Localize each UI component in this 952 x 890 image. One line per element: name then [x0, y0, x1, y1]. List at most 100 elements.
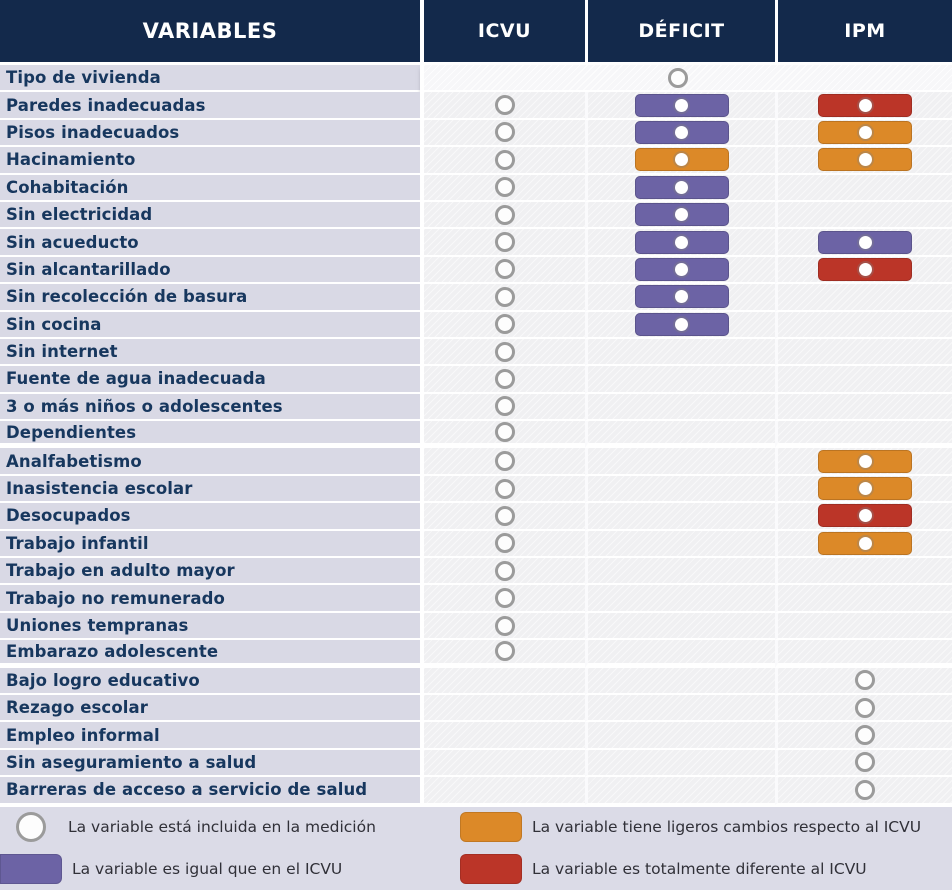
legend-label: La variable es totalmente diferente al I…: [532, 860, 867, 879]
marker-dot: [858, 536, 872, 550]
marker-dot: [858, 454, 872, 468]
deficit-cell: [585, 612, 775, 641]
slight-pill-marker: [818, 449, 912, 473]
row-label: Bajo logro educativo: [0, 667, 420, 695]
legend: La variable está incluida en la medición…: [0, 806, 952, 890]
row-label: Trabajo no remunerado: [0, 585, 420, 613]
icvu-cell: [420, 92, 585, 120]
marker-dot: [858, 125, 872, 139]
table-row: Sin alcantarillado: [0, 256, 952, 285]
ipm-cell: [775, 229, 952, 257]
ipm-cell: [775, 174, 952, 202]
deficit-cell: [585, 448, 775, 476]
deficit-cell: [585, 201, 775, 230]
table-row: Sin cocina: [0, 311, 952, 339]
marker-dot: [858, 482, 872, 496]
included-circle-marker: [494, 149, 515, 170]
icvu-cell: [420, 612, 585, 641]
icvu-cell: [420, 667, 585, 695]
included-circle-marker: [494, 396, 515, 417]
icvu-cell: [420, 147, 585, 175]
slight-pill-marker: [818, 148, 912, 172]
included-circle-marker: [494, 95, 515, 116]
row-label: Sin acueducto: [0, 229, 420, 257]
icvu-cell: [420, 530, 585, 559]
included-circle-marker: [494, 368, 515, 389]
legend-label: La variable está incluida en la medición: [68, 818, 376, 837]
ipm-cell: [775, 201, 952, 230]
different-pill-marker: [818, 504, 912, 528]
icvu-cell: [420, 503, 585, 531]
row-label: Fuente de agua inadecuada: [0, 366, 420, 394]
table-row: Analfabetismo: [0, 448, 952, 476]
row-label: Sin alcantarillado: [0, 256, 420, 285]
included-circle-marker: [494, 122, 515, 143]
table-row: Sin recolección de basura: [0, 284, 952, 312]
icvu-cell: [420, 256, 585, 285]
marker-dot: [675, 125, 688, 139]
included-circle-marker: [494, 341, 515, 362]
table-row: Sin electricidad: [0, 201, 952, 230]
included-circle-marker: [494, 560, 515, 581]
deficit-cell: [585, 530, 775, 559]
equal-pill-marker: [634, 312, 729, 336]
legend-swatch-slight: [460, 812, 522, 843]
included-circle-marker: [494, 505, 515, 526]
deficit-cell: [585, 421, 775, 449]
table-row: Inasistencia escolar: [0, 475, 952, 504]
table-row: Trabajo infantil: [0, 530, 952, 559]
legend-item-equal: La variable es igual que en el ICVU: [0, 854, 448, 885]
deficit-cell: [585, 229, 775, 257]
included-circle-marker: [494, 588, 515, 609]
table-row: Fuente de agua inadecuada: [0, 366, 952, 394]
deficit-cell: [585, 366, 775, 394]
legend-item-included: La variable está incluida en la medición: [0, 812, 448, 843]
table-row: Paredes inadecuadas: [0, 92, 952, 120]
marker-dot: [858, 98, 872, 112]
ipm-cell: [775, 366, 952, 394]
row-label: Trabajo en adulto mayor: [0, 558, 420, 586]
row-label: Dependientes: [0, 421, 420, 449]
marker-dot: [675, 98, 688, 112]
icvu-cell: [420, 393, 585, 422]
table-row: Trabajo no remunerado: [0, 585, 952, 613]
legend-swatch-different: [460, 854, 522, 885]
ipm-cell: [775, 147, 952, 175]
legend-label: La variable es igual que en el ICVU: [72, 860, 343, 879]
ipm-cell: [775, 722, 952, 750]
deficit-cell: [585, 585, 775, 613]
ipm-cell: [775, 338, 952, 367]
equal-pill-marker: [818, 230, 912, 254]
equal-pill-marker: [634, 257, 729, 281]
table-row: Sin internet: [0, 338, 952, 367]
deficit-cell: [585, 503, 775, 531]
legend-item-different: La variable es totalmente diferente al I…: [448, 854, 952, 885]
deficit-cell: [585, 749, 775, 778]
icvu-cell: [420, 174, 585, 202]
ipm-cell: [775, 503, 952, 531]
marker-dot: [675, 262, 688, 276]
deficit-cell: [585, 667, 775, 695]
included-circle-marker: [494, 641, 515, 662]
row-label: Analfabetismo: [0, 448, 420, 476]
included-circle-marker: [855, 697, 875, 718]
table-row: Dependientes: [0, 421, 952, 449]
ipm-cell: [775, 667, 952, 695]
icvu-cell: [420, 448, 585, 476]
ipm-cell: [775, 421, 952, 449]
marker-dot: [675, 235, 688, 249]
table-body: Tipo de vivienda Paredes inadecuadas Pisos…: [0, 65, 952, 805]
deficit-cell: [585, 284, 775, 312]
equal-pill-marker: [634, 93, 729, 117]
table-header: VARIABLES ICVU DÉFICIT IPM: [0, 0, 952, 62]
marker-dot: [858, 509, 872, 523]
included-circle-marker: [494, 286, 515, 307]
marker-dot: [858, 153, 872, 167]
different-pill-marker: [818, 257, 912, 281]
included-circle-marker: [668, 67, 688, 88]
deficit-cell: [585, 338, 775, 367]
deficit-cell: [585, 777, 775, 805]
deficit-cell: [585, 256, 775, 285]
icvu-cell: [420, 284, 585, 312]
